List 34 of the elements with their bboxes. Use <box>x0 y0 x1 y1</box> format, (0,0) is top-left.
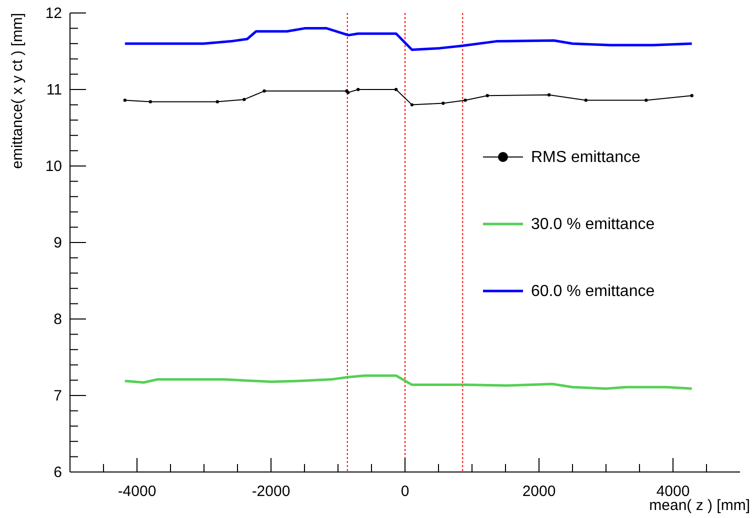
point <box>410 103 414 106</box>
legend-label: 60.0 % emittance <box>531 283 655 300</box>
legend-label: RMS emittance <box>531 149 640 166</box>
point <box>262 89 266 93</box>
x-axis-title: mean( z ) [mm] <box>649 497 750 514</box>
line-series <box>124 374 694 390</box>
point <box>356 88 360 92</box>
point <box>442 102 445 105</box>
point <box>216 100 219 104</box>
y-tick-label: 8 <box>54 311 62 328</box>
y-tick-label: 10 <box>45 158 62 175</box>
y-tick-label: 6 <box>54 464 62 481</box>
y-tick-label: 12 <box>45 5 62 22</box>
point <box>123 98 127 102</box>
y-tick-label: 7 <box>54 388 62 404</box>
y-tick-label: 11 <box>46 82 62 98</box>
x-tick-label: 2000 <box>522 483 556 500</box>
point <box>690 94 694 98</box>
x-tick-label: 4000 <box>656 483 690 500</box>
point <box>148 100 152 104</box>
point <box>242 98 246 102</box>
legend-label: 30.0 % emittance <box>531 216 655 233</box>
point <box>464 98 467 102</box>
x-tick-label: -4000 <box>118 483 156 500</box>
y-axis-title: emittance( x y ct ) [mm] <box>9 13 26 169</box>
point <box>486 94 490 98</box>
y-tick-label: 9 <box>54 234 62 252</box>
point <box>547 93 551 96</box>
line-series <box>124 27 694 51</box>
point <box>584 98 588 102</box>
point <box>394 88 398 92</box>
x-tick-label: 0 <box>400 483 410 500</box>
point <box>644 98 648 102</box>
x-tick-label: -2000 <box>252 483 290 500</box>
